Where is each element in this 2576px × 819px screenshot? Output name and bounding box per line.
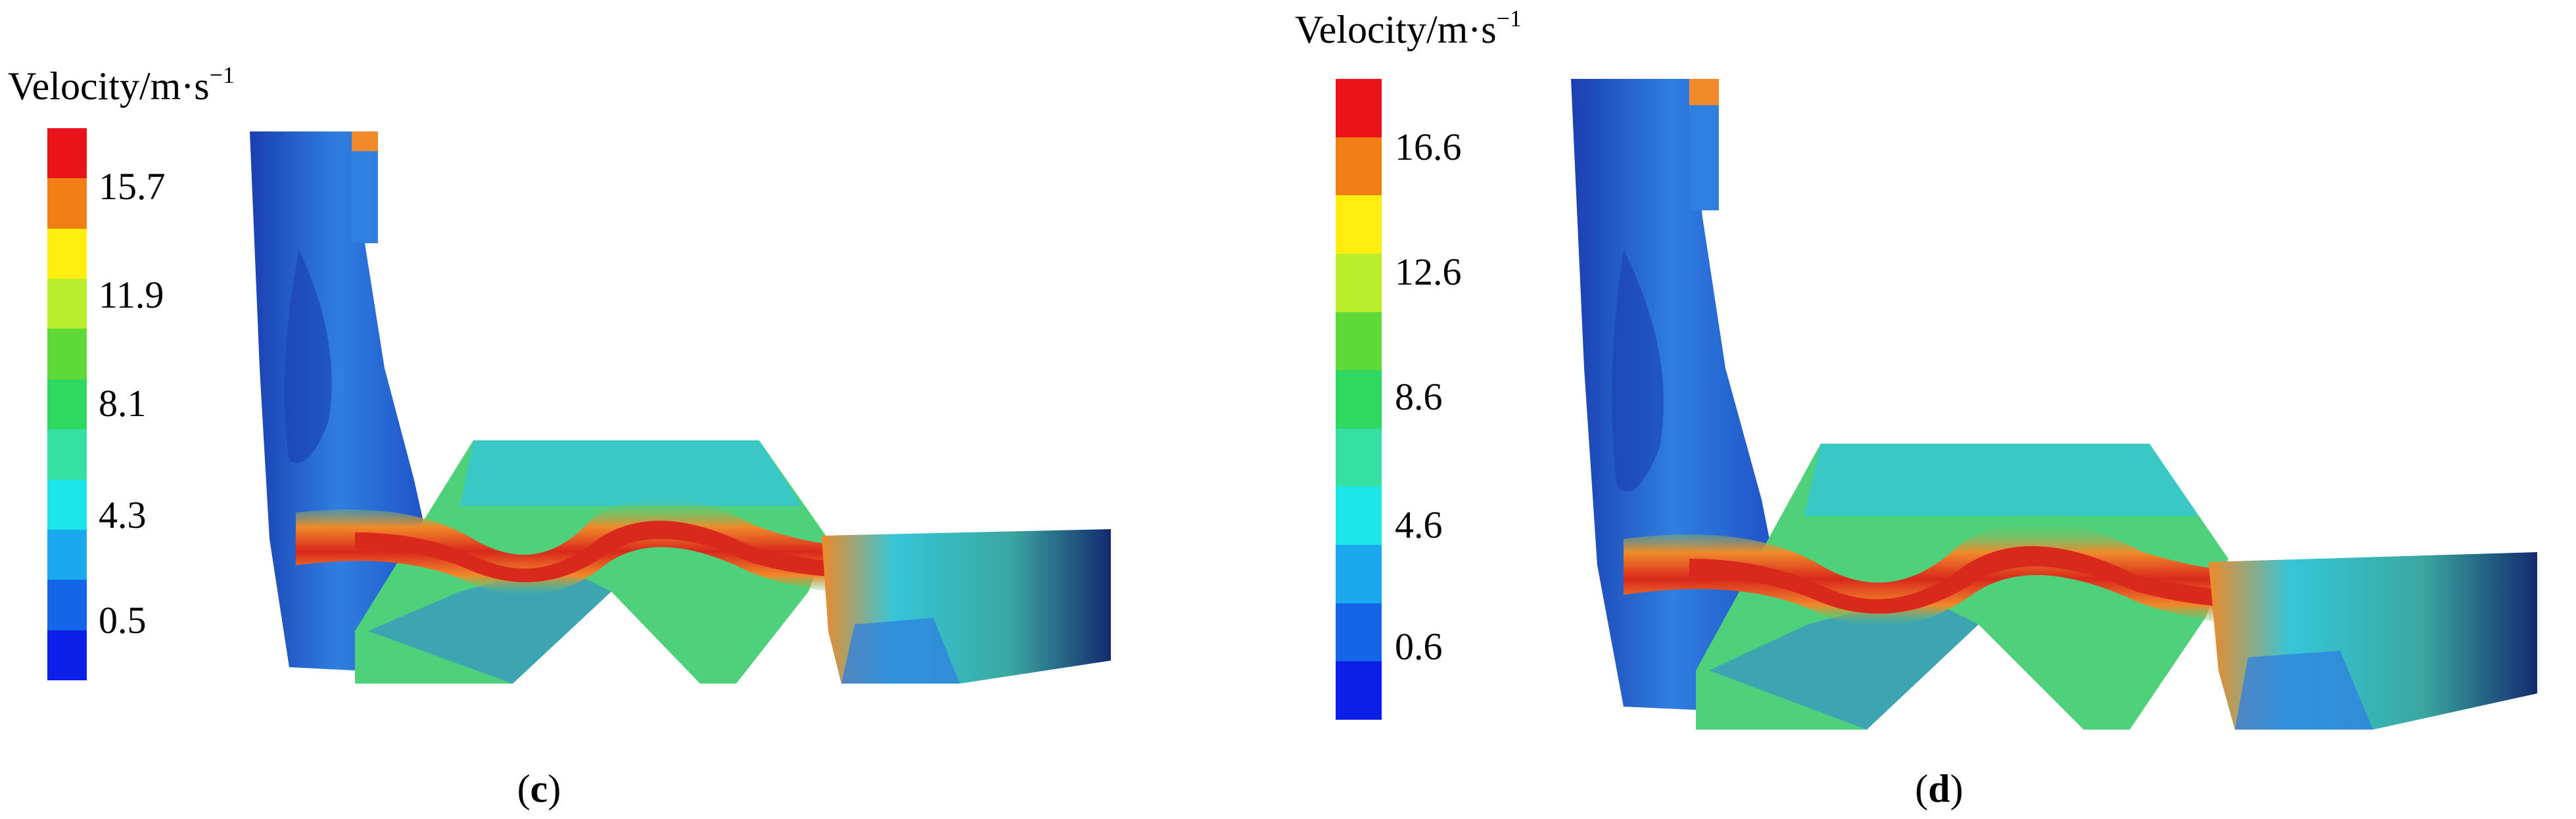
tick-label: 8.1: [99, 382, 147, 425]
panel-caption: (c): [517, 769, 561, 808]
colorbar-swatch: [47, 429, 87, 480]
outlet-duct-shade: [841, 618, 960, 684]
velocity-contour-plot: [1571, 79, 2537, 730]
colorbar-swatch: [1336, 195, 1382, 254]
legend-title: Velocity/m·s−1: [8, 63, 235, 108]
tick-label: 0.5: [99, 599, 147, 642]
legend-title-text: Velocity/m·s: [8, 64, 210, 108]
outlet-duct-shade: [2235, 651, 2373, 730]
tick-label: 4.6: [1395, 503, 1443, 546]
caption-close: ): [1950, 767, 1963, 810]
colorbar-swatch: [47, 580, 87, 630]
tick-label: 4.3: [99, 494, 147, 536]
tick-label: 11.9: [99, 273, 164, 316]
tick-label: 12.6: [1395, 250, 1462, 293]
colorbar-swatch: [47, 379, 87, 430]
colorbar-swatch: [47, 279, 87, 329]
colorbar: [47, 128, 87, 680]
legend-title-text: Velocity/m·s: [1295, 8, 1497, 51]
panel-caption: (d): [1915, 769, 1963, 808]
velocity-jet-core: [1689, 546, 2281, 614]
middle-chamber-upper: [460, 440, 802, 506]
velocity-contour-plot: [250, 131, 1111, 684]
colorbar-swatch: [1336, 428, 1382, 487]
inlet-wall-shade: [1612, 250, 1664, 492]
panel-d: Velocity/m·s−1 16.6 12.6 8.6 4.6 0.6: [1288, 0, 2576, 819]
colorbar-swatch: [1336, 661, 1382, 720]
colorbar-swatch: [47, 630, 87, 680]
velocity-jet-core: [355, 521, 874, 582]
tick-label: 8.6: [1395, 375, 1443, 418]
colorbar-swatch: [1336, 370, 1382, 429]
colorbar-swatch: [47, 178, 87, 229]
colorbar-swatch: [1336, 79, 1382, 137]
colorbar-swatch: [1336, 603, 1382, 662]
legend-title: Velocity/m·s−1: [1295, 7, 1522, 51]
legend-title-exponent: −1: [1496, 5, 1522, 32]
caption-letter: c: [530, 767, 548, 810]
middle-chamber-lower: [368, 565, 611, 684]
colorbar-swatch: [47, 479, 87, 530]
colorbar-swatch: [47, 228, 87, 279]
tick-label: 0.6: [1395, 625, 1443, 668]
colorbar-swatch: [47, 329, 87, 379]
middle-chamber-lower: [1709, 595, 1979, 730]
colorbar-swatch: [47, 128, 87, 179]
colorbar: [1336, 79, 1382, 720]
caption-close: ): [548, 767, 561, 810]
panel-c: Velocity/m·s−1 15.7 11.9 8.1 4.3 0.5: [8, 63, 1111, 808]
colorbar-swatch: [1336, 486, 1382, 546]
inlet-wall-shade: [284, 250, 332, 463]
inlet-slot-top: [1689, 79, 1719, 105]
tick-label: 15.7: [99, 165, 166, 208]
caption-letter: d: [1928, 767, 1950, 810]
middle-chamber-upper: [1804, 444, 2199, 516]
inlet-slot-top: [352, 131, 378, 151]
colorbar-swatch: [1336, 545, 1382, 603]
caption-open: (: [517, 767, 530, 810]
caption-open: (: [1915, 767, 1929, 810]
legend-title-exponent: −1: [209, 62, 235, 88]
colorbar-swatch: [1336, 137, 1382, 196]
tick-label: 16.6: [1395, 126, 1462, 168]
colorbar-swatch: [1336, 312, 1382, 371]
colorbar-swatch: [47, 529, 87, 580]
colorbar-swatch: [1336, 253, 1382, 312]
